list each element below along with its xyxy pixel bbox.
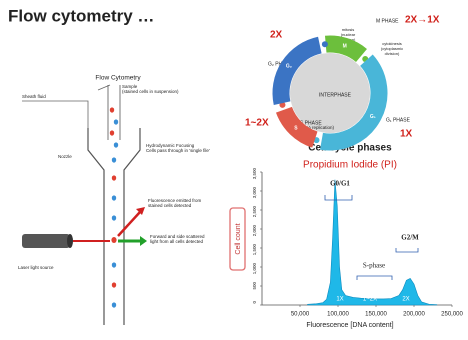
y-tick-label: 500 [252,282,257,290]
sheath-line [22,84,111,128]
label: Forward and side scattered [150,234,205,239]
label: (DNA replication) [300,125,335,130]
axes [261,172,452,306]
phase-short: G₁ [370,114,376,120]
x-tick-label: 100,000 [327,312,349,318]
laser-tip [67,234,73,248]
diagram-title: Flow Cytometry [95,75,141,82]
label: Fluorescence emitted from [148,198,202,203]
phase-arc [275,106,318,148]
annotation: S-phase [363,262,385,270]
phase-short: S [294,126,298,132]
label: stained cells detected [148,203,192,208]
dna-label: 1~2X [245,118,269,129]
interphase-disc [290,53,370,133]
annotation: 1X [336,297,343,303]
dna-label: 1X [400,129,413,140]
annotation: G0/G1 [330,180,350,188]
annotation: G2/M [401,234,419,242]
slide-title: Flow cytometry … [8,6,154,25]
x-tick-label: 200,000 [403,312,425,318]
annotation: 1~2X [363,297,377,303]
y-tick-label: 1,500 [252,244,257,256]
label: Sample [122,84,138,89]
label: cytokinesis [382,41,402,46]
label: INTERPHASE [319,92,352,98]
area [307,179,438,306]
y-tick-label: 3,500 [252,168,257,180]
label: Laser light source [18,265,54,270]
label: (nuclear [341,32,356,37]
cells [109,107,119,308]
phase-arc [320,54,388,151]
label: G₁ PHASE [386,117,411,123]
laser [22,234,70,248]
label: (stained cells in suspension) [122,89,179,94]
x-tick-label: 150,000 [365,312,387,318]
bracket [324,195,353,201]
y-tick-label: 1,000 [252,263,257,275]
phase-short: G₂ [286,64,292,70]
phase-arc [324,35,367,63]
annotation: 2X [402,297,409,303]
x-tick-label: 50,000 [291,312,310,318]
label: Nozzle [58,154,72,159]
bracket [356,275,393,280]
sample-tube [107,85,121,140]
phase-short: M [343,44,347,50]
histogram: 0 500 1,000 1,500 2,000 2,500 3,000 3,500 50,000… [252,168,463,318]
y-tick-label: 2,500 [252,206,257,218]
label: mitosis [342,27,354,32]
label: (cytoplasmic [381,46,403,51]
x-tick-label: 250,000 [441,312,463,318]
y-tick-label: 2,000 [252,225,257,237]
x-axis-label: Fluorescence [DNA content] [306,322,393,329]
y-label-box [229,207,246,271]
label: M PHASE [376,18,399,24]
nozzle-tube [87,128,141,325]
label: Sheath fluid [22,94,46,99]
fluorescence-arrow [117,211,141,237]
fluorescence-arrow-head [136,207,145,215]
dna-label: 2X→1X [405,15,440,26]
label: division) [385,51,400,56]
y-tick-label: 3,000 [252,187,257,199]
cell-cycle: INTERPHASE M PHASE mitosis (nuclear divi… [245,15,440,154]
scatter-arrow-head [140,236,147,246]
arrow-tip [321,41,328,48]
dna-label: 2X [270,30,283,41]
chart-subtitle: Propidium Iodide (PI) [303,160,397,171]
flow-diagram: Flow Cytometry Sheath fluid Sample (stai… [18,75,210,325]
label: Cells pass through in 'single file' [146,148,210,153]
label: Hydrodynamic Focusing [146,143,195,148]
diagram-title: Cell cycle phases [308,143,392,154]
label: light from all cells detected [150,239,204,244]
phase-arc [272,36,322,105]
y-tick-label: 0 [252,301,257,304]
y-axis-label: Cell count [235,223,242,254]
label: S PHASE [300,120,322,126]
bracket [395,248,419,253]
